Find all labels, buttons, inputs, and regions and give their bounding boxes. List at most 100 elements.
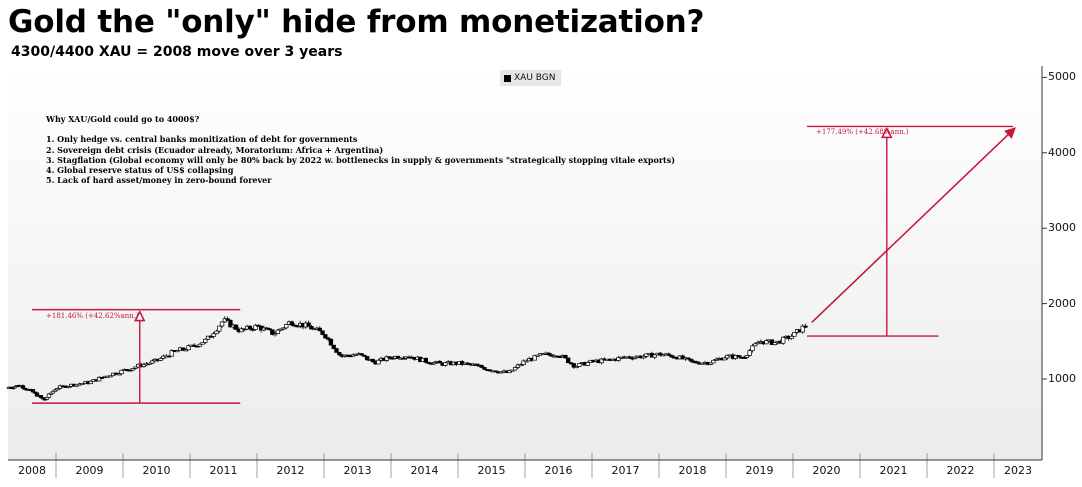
- candle-body: [585, 362, 590, 366]
- candle-body: [741, 357, 747, 359]
- candle-body: [577, 363, 582, 367]
- candle-body: [108, 375, 113, 378]
- candle-body: [680, 355, 685, 360]
- candle-body: [376, 359, 381, 365]
- candle-body: [443, 362, 448, 366]
- candle-body: [479, 365, 484, 368]
- candle-body: [644, 353, 649, 357]
- candle-body: [278, 328, 283, 331]
- candle-body: [55, 388, 60, 391]
- candle-body: [546, 352, 551, 356]
- candle-body: [482, 367, 487, 370]
- notes-heading: Why XAU/Gold could go to 4000$?: [46, 114, 200, 124]
- y-tick-label: 2000: [1048, 296, 1076, 310]
- candle-body: [599, 358, 604, 364]
- candle-body: [175, 350, 180, 353]
- candle-body: [116, 373, 121, 376]
- candle-body: [66, 386, 71, 388]
- candle-body: [169, 350, 174, 357]
- candle-body: [328, 338, 334, 346]
- candle-body: [186, 345, 191, 351]
- candle-body: [214, 330, 219, 335]
- x-tick-label: 2017: [611, 464, 640, 477]
- candle-body: [97, 376, 102, 382]
- x-tick-label: 2014: [410, 464, 439, 477]
- x-tick-label: 2020: [812, 464, 841, 477]
- page-subtitle: 4300/4400 XAU = 2008 move over 3 years: [11, 44, 343, 60]
- x-tick-label: 2008: [18, 464, 46, 477]
- candle-body: [370, 359, 375, 363]
- candle-body: [362, 354, 367, 357]
- candle-body: [750, 345, 755, 352]
- y-tick-label: 5000: [1048, 70, 1076, 84]
- candle-body: [200, 342, 205, 345]
- x-tick-label: 2013: [343, 464, 372, 477]
- candle-body: [437, 360, 442, 364]
- x-tick-label: 2023: [1004, 464, 1032, 477]
- candle-body: [563, 354, 568, 359]
- candle-body: [323, 334, 328, 339]
- candle-body: [658, 352, 663, 356]
- candle-body: [493, 370, 498, 373]
- candle-body: [183, 349, 188, 352]
- candle-body: [781, 336, 786, 344]
- candle-body: [147, 362, 152, 365]
- candle-body: [772, 342, 777, 345]
- x-tick-label: 2019: [745, 464, 774, 477]
- candle-body: [803, 325, 808, 328]
- x-tick-label: 2022: [946, 464, 975, 477]
- x-grid: [55, 453, 995, 478]
- candle-body: [331, 344, 336, 349]
- candle-body: [669, 354, 674, 358]
- candle-body: [247, 325, 253, 330]
- x-tick-label: 2009: [75, 464, 104, 477]
- candle-body: [284, 323, 289, 329]
- candle-body: [272, 333, 278, 336]
- legend-label: XAU BGN: [514, 73, 556, 83]
- candle-body: [20, 385, 26, 389]
- x-tick-label: 2016: [544, 464, 573, 477]
- x-tick-label: 2015: [477, 464, 506, 477]
- candle-body: [521, 360, 526, 365]
- candle-body: [535, 354, 540, 357]
- candle-body: [127, 369, 133, 372]
- note-3: 3. Stagflation (Global economy will only…: [46, 154, 676, 165]
- candle-body: [747, 350, 752, 356]
- chart-legend: XAU BGN: [500, 70, 561, 86]
- x-tick-label: 2021: [879, 464, 908, 477]
- x-tick-label: 2011: [209, 464, 238, 477]
- candle-body: [337, 352, 342, 356]
- note-2: 2. Sovereign debt crisis (Ecuador alread…: [46, 144, 384, 155]
- candle-body: [30, 389, 36, 393]
- candle-body: [652, 354, 657, 358]
- notes-block: Why XAU/Gold could go to 4000$? 1. Only …: [46, 114, 675, 186]
- candle-body: [633, 356, 638, 359]
- candle-body: [150, 360, 155, 364]
- projected-move-label: +177.49% (+42.68%ann.): [816, 128, 909, 136]
- candle-body: [711, 359, 716, 364]
- projection-trend-arrow: [811, 127, 1016, 324]
- candle-body: [133, 366, 138, 369]
- candle-body: [566, 357, 571, 364]
- candle-body: [270, 329, 275, 335]
- candle-body: [99, 376, 105, 379]
- candle-body: [571, 363, 576, 368]
- candle-body: [744, 355, 750, 358]
- candle-body: [518, 364, 523, 367]
- candle-body: [432, 362, 437, 365]
- candle-body: [334, 348, 339, 353]
- candle-body: [800, 325, 805, 333]
- note-4: 4. Global reserve status of US$ collapsi…: [46, 165, 234, 176]
- candle-body: [387, 356, 392, 359]
- candle-body: [325, 337, 331, 340]
- candle-body: [225, 318, 230, 321]
- candle-body: [513, 367, 518, 371]
- candles: [6, 316, 808, 401]
- candle-body: [180, 347, 186, 351]
- candle-body: [769, 339, 775, 345]
- candle-body: [295, 325, 300, 328]
- candle-body: [281, 327, 286, 330]
- candle-body: [627, 356, 632, 359]
- candle-body: [688, 358, 694, 362]
